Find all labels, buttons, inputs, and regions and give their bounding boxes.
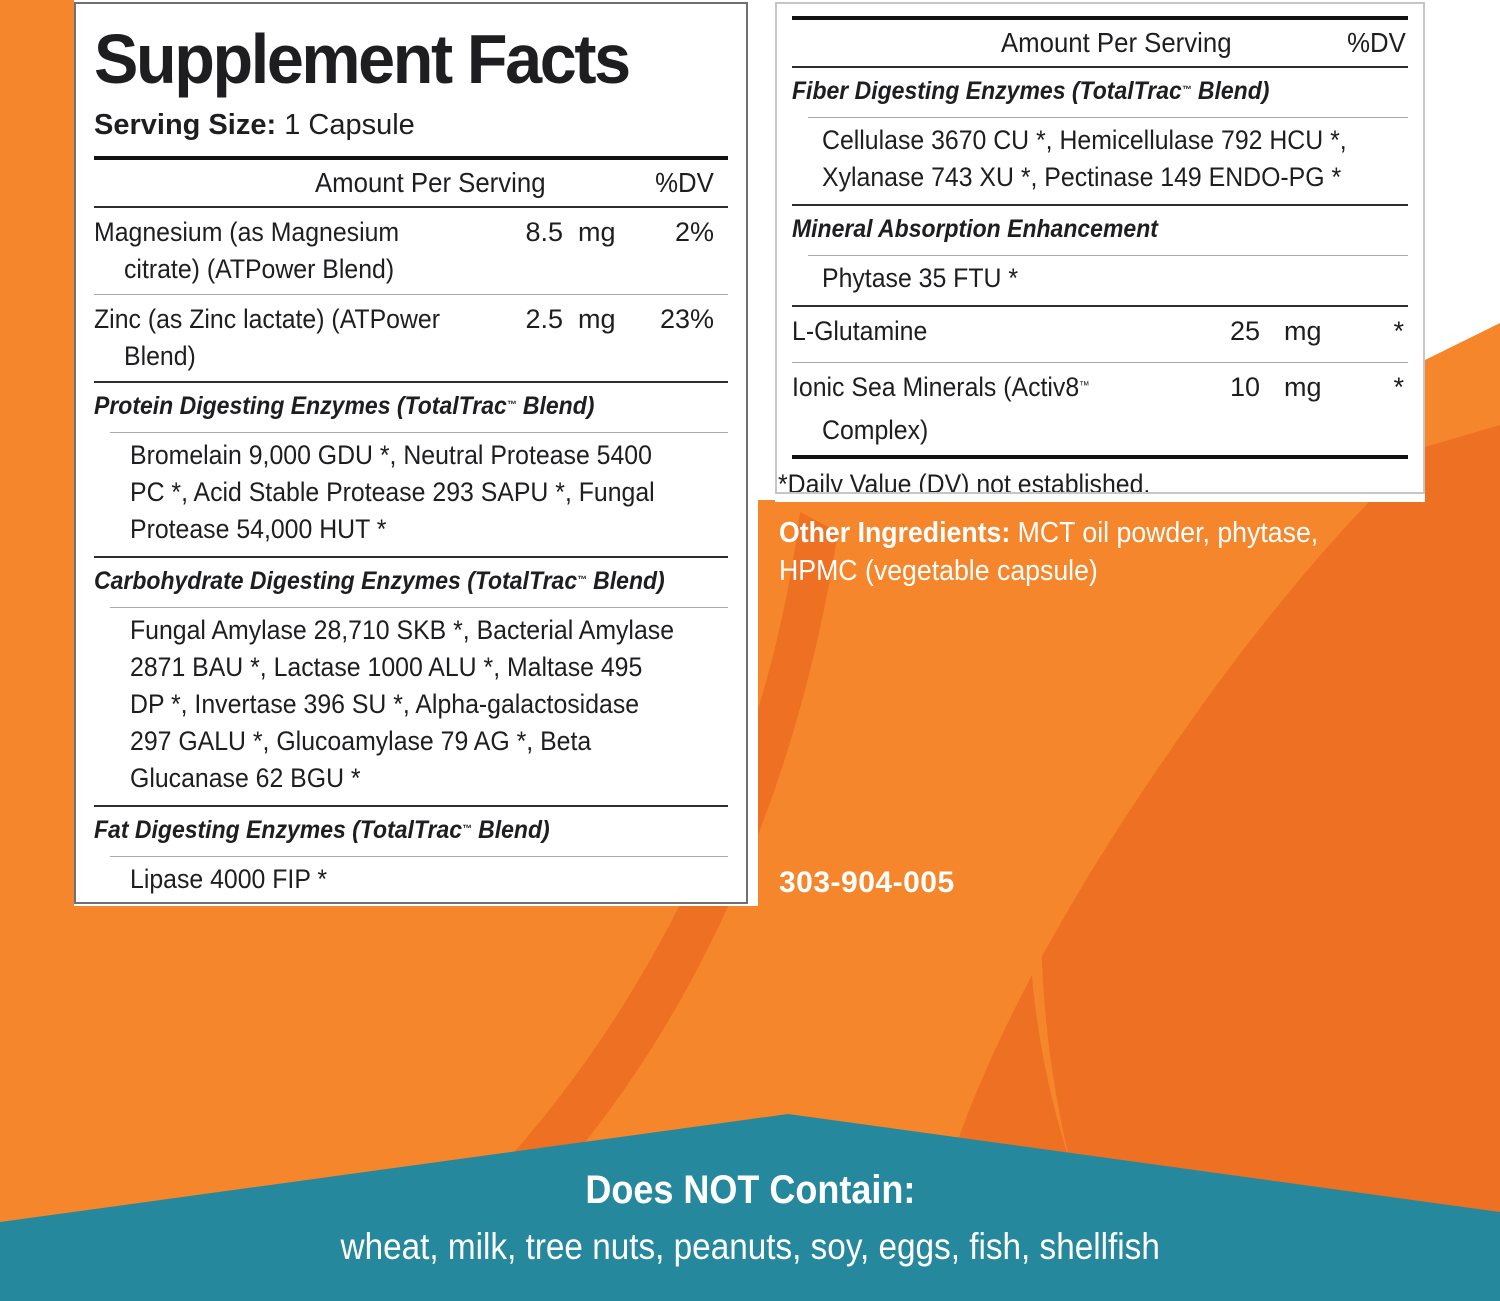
section-ingredients-fiber: Cellulase 3670 CU *, Hemicellulase 792 H… (822, 125, 1347, 192)
dv-value: 2% (674, 217, 714, 247)
rule-thick (792, 16, 1408, 20)
trademark-symbol: ™ (506, 398, 517, 411)
orange-blade-dark (468, 512, 838, 1202)
product-code: 303-904-005 (779, 866, 955, 899)
table-row-ionic-sea-minerals: Ionic Sea Minerals (Activ8™ Complex) 10 … (792, 363, 1408, 455)
amount-value: 25 (1229, 316, 1260, 346)
serving-size-value: 1 Capsule (284, 109, 415, 141)
dv-value: * (1393, 316, 1404, 346)
rule-hairline (792, 362, 1408, 363)
rule-medium (792, 204, 1408, 206)
column-header-row: Amount Per Serving %DV (94, 160, 728, 206)
amount-value: 8.5 (525, 217, 563, 247)
serving-size-label: Serving Size: (94, 109, 277, 141)
rule-hairline (94, 294, 728, 295)
panel-title: Supplement Facts (94, 22, 728, 96)
trademark-symbol: ™ (1079, 379, 1090, 392)
section-title-fat: Fat Digesting Enzymes (TotalTrac™ Blend) (94, 816, 550, 844)
amount-per-serving-header: Amount Per Serving (1001, 27, 1232, 58)
ingredient-name: Magnesium (as Magnesium citrate) (ATPowe… (94, 217, 400, 284)
table-row-zinc: Zinc (as Zinc lactate) (ATPower Blend) 2… (94, 295, 728, 381)
table-row-magnesium: Magnesium (as Magnesium citrate) (ATPowe… (94, 208, 728, 294)
table-row-l-glutamine: L-Glutamine 25 mg * (792, 307, 1408, 362)
amount-per-serving-header: Amount Per Serving (315, 167, 546, 198)
supplement-facts-panel: Supplement Facts Serving Size: 1 Capsule… (74, 2, 748, 904)
teal-banner-shape (0, 1114, 1500, 1301)
ingredient-name: Ionic Sea Minerals (Activ8™ Complex) (792, 372, 1090, 445)
rule-hairline (808, 117, 1408, 118)
rule-medium (94, 556, 728, 558)
panel-title-text: Supplement Facts (94, 20, 631, 98)
supplement-facts-panel-continued: Amount Per Serving %DV Fiber Digesting E… (775, 2, 1425, 494)
rule-hairline (110, 432, 728, 433)
rule-medium (94, 805, 728, 807)
other-ingredients-label: Other Ingredients: (779, 517, 1011, 549)
orange-vein-light (1028, 546, 1130, 1162)
section-title-carbohydrate: Carbohydrate Digesting Enzymes (TotalTra… (94, 567, 665, 595)
amount-value: 10 (1229, 372, 1260, 402)
section-title-fiber: Fiber Digesting Enzymes (TotalTrac™ Blen… (792, 77, 1270, 105)
orange-swoosh-dark (934, 425, 1500, 1216)
rule-medium (792, 305, 1408, 307)
rule-medium (792, 66, 1408, 68)
trademark-symbol: ™ (1181, 83, 1192, 96)
amount-unit: mg (1284, 372, 1322, 402)
rule-medium (94, 206, 728, 208)
dv-value: * (1393, 372, 1404, 402)
dv-header: %DV (655, 167, 714, 198)
amount-unit: mg (578, 304, 616, 334)
rule-hairline (808, 255, 1408, 256)
does-not-contain-items: wheat, milk, tree nuts, peanuts, soy, eg… (340, 1226, 1160, 1267)
dv-value: 23% (659, 304, 714, 334)
rule-hairline (110, 607, 728, 608)
trademark-symbol: ™ (462, 822, 472, 835)
section-ingredients-carbohydrate: Fungal Amylase 28,710 SKB *, Bacterial A… (130, 615, 675, 793)
section-ingredients-protein: Bromelain 9,000 GDU *, Neutral Protease … (130, 440, 655, 544)
section-ingredients-fat: Lipase 4000 FIP * (130, 864, 328, 894)
white-corner-wedge (1425, 0, 1500, 360)
rule-medium (94, 381, 728, 383)
section-title-protein: Protein Digesting Enzymes (TotalTrac™ Bl… (94, 392, 595, 420)
dv-header: %DV (1347, 27, 1406, 58)
serving-size: Serving Size: 1 Capsule (94, 108, 728, 142)
column-header-row: Amount Per Serving %DV (792, 20, 1408, 66)
section-title-mineral-absorption: Mineral Absorption Enhancement (792, 215, 1158, 243)
does-not-contain-title: Does NOT Contain: (584, 1168, 915, 1212)
rule-thick (94, 156, 728, 160)
ingredient-name: L-Glutamine (792, 316, 928, 346)
amount-unit: mg (1284, 316, 1322, 346)
trademark-symbol: ™ (577, 573, 587, 586)
rule-hairline (110, 856, 728, 857)
amount-value: 2.5 (525, 304, 563, 334)
amount-unit: mg (578, 217, 616, 247)
daily-value-footnote: *Daily Value (DV) not established. (778, 469, 1151, 494)
other-ingredients: Other Ingredients: MCT oil powder, phyta… (779, 517, 1319, 587)
ingredient-name: Zinc (as Zinc lactate) (ATPower Blend) (94, 304, 441, 371)
section-ingredients-mineral-absorption: Phytase 35 FTU * (822, 263, 1019, 293)
rule-thick (792, 455, 1408, 459)
